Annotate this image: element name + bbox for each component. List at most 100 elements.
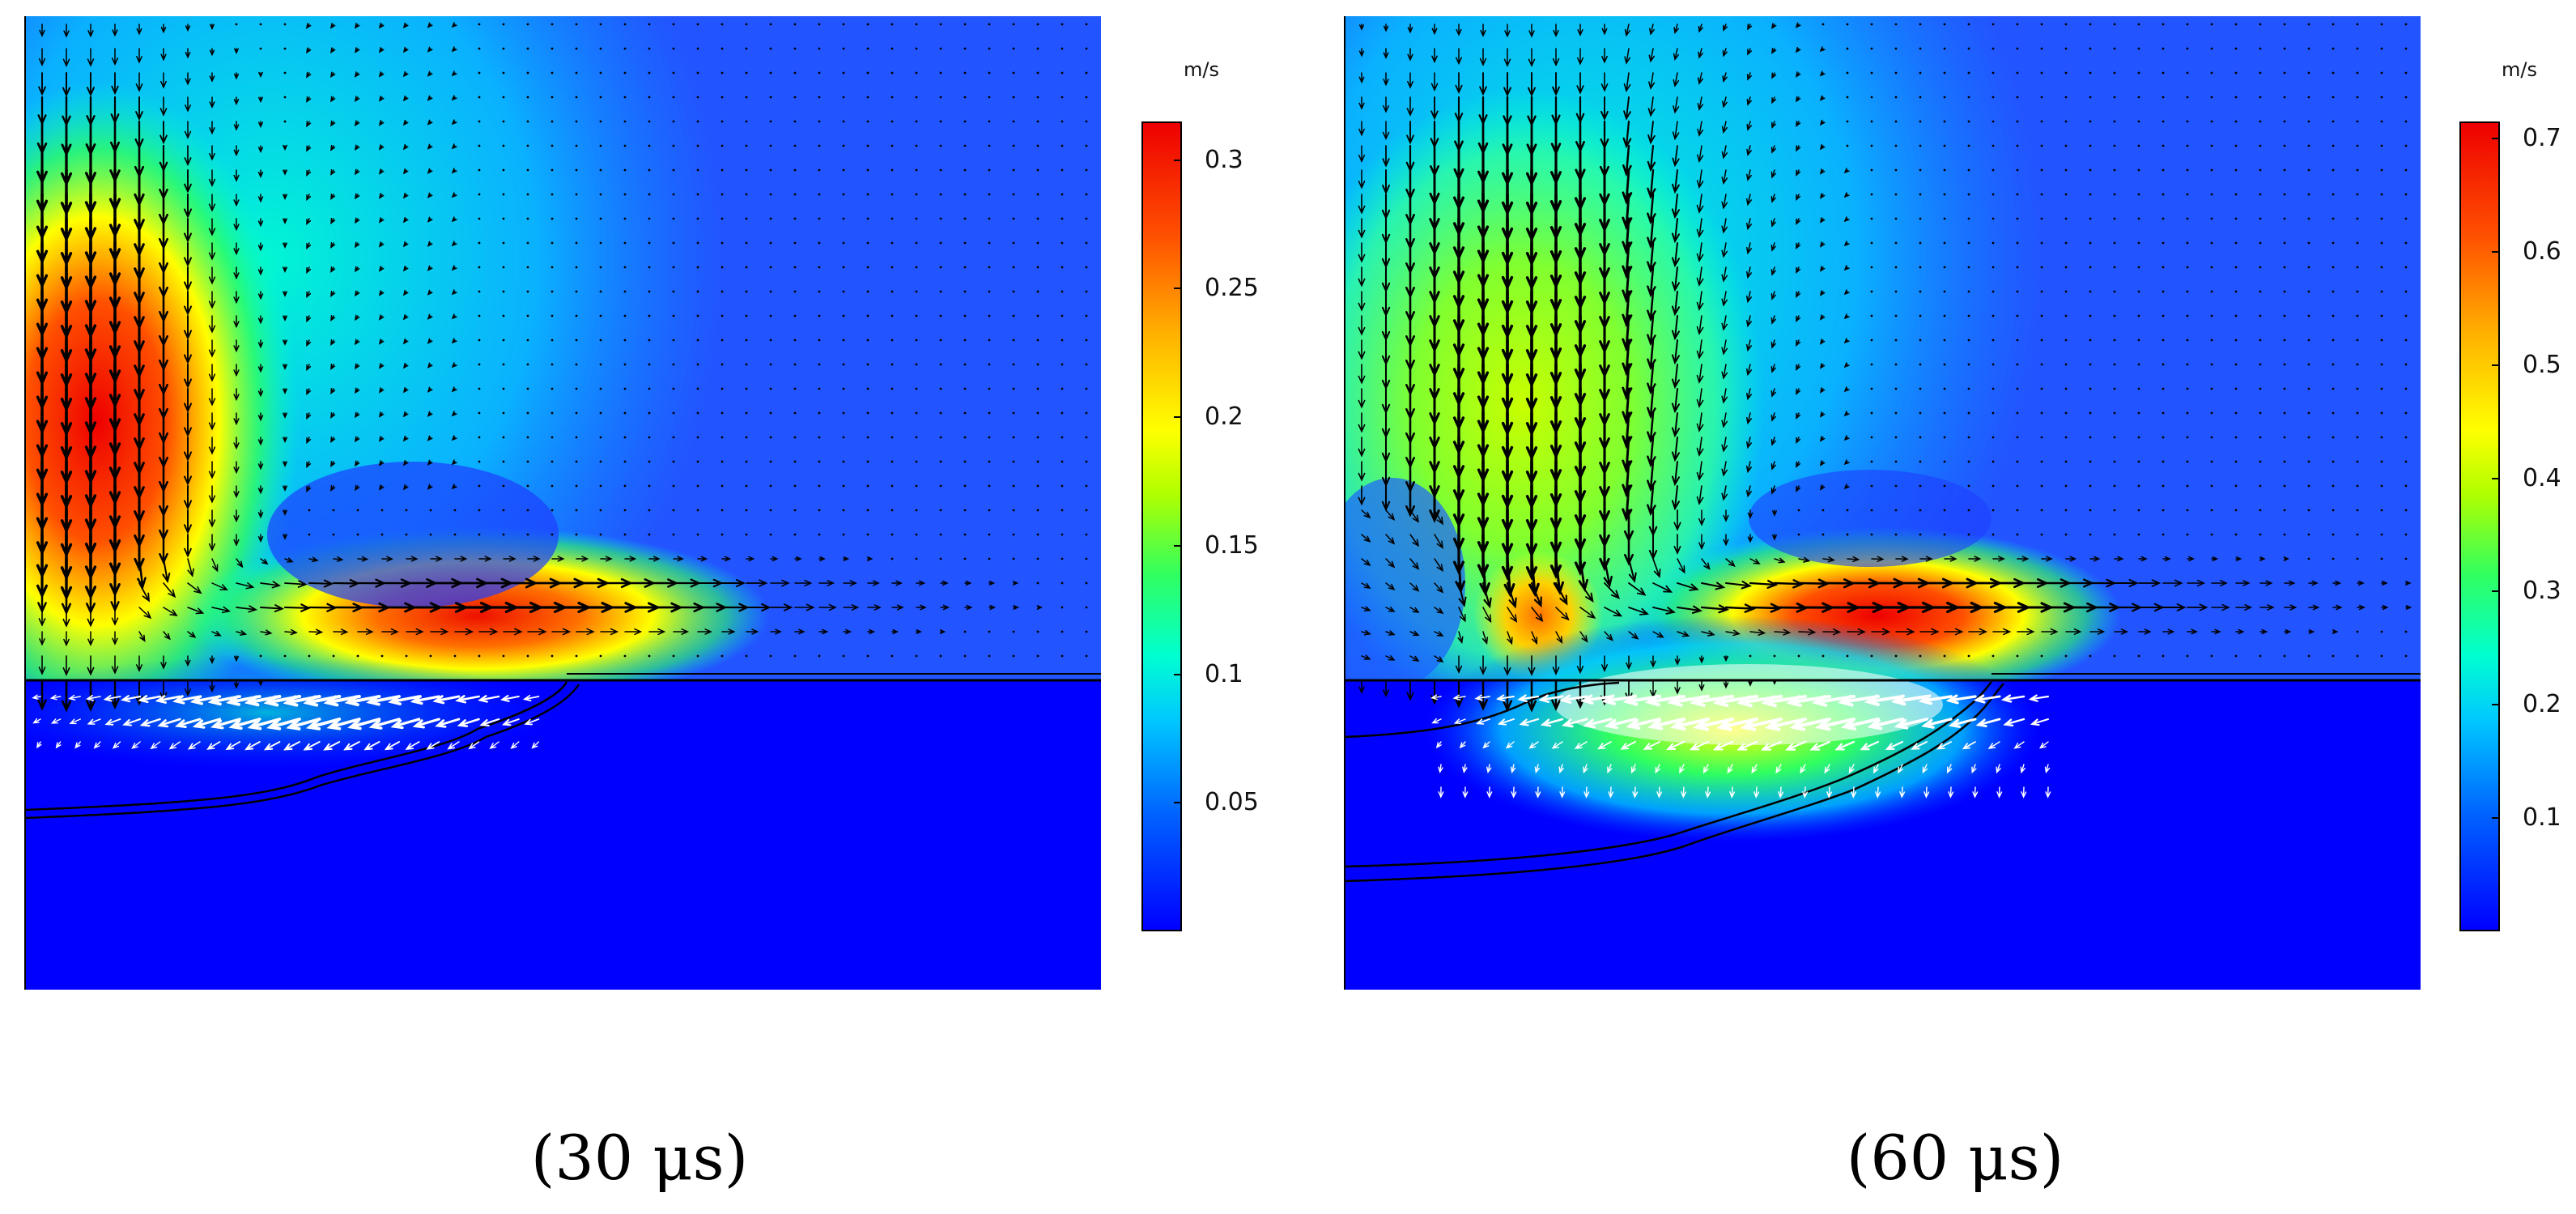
- velocity-arrow: [1723, 23, 1728, 32]
- velocity-arrow: [1552, 72, 1560, 96]
- velocity-arrow: [745, 290, 748, 293]
- velocity-arrow: [2113, 411, 2116, 415]
- velocity-arrow: [600, 628, 619, 636]
- velocity-arrow: [1528, 741, 1539, 749]
- velocity-arrow: [378, 47, 385, 53]
- velocity-arrow: [137, 557, 147, 590]
- velocity-arrow: [306, 388, 312, 396]
- velocity-arrow: [867, 604, 882, 611]
- velocity-arrow: [2283, 363, 2286, 366]
- velocity-arrow: [333, 628, 349, 636]
- velocity-arrow: [1085, 47, 1088, 50]
- velocity-arrow: [1898, 764, 1903, 774]
- caption-60us: (60 μs): [1846, 1122, 2064, 1194]
- velocity-arrow: [1409, 509, 1420, 523]
- velocity-arrow: [2404, 193, 2408, 196]
- velocity-arrow: [1894, 718, 1928, 730]
- velocity-arrow: [1672, 145, 1680, 168]
- velocity-arrow: [247, 718, 282, 731]
- velocity-arrow: [1647, 436, 1656, 468]
- velocity-arrow: [891, 580, 903, 586]
- velocity-arrow: [721, 460, 724, 463]
- velocity-arrow: [1671, 242, 1681, 268]
- velocity-arrow: [623, 411, 627, 415]
- velocity-arrow: [696, 144, 699, 147]
- velocity-arrow: [1085, 217, 1088, 220]
- velocity-arrow: [1943, 47, 1946, 50]
- velocity-arrow: [478, 144, 481, 147]
- velocity-arrow: [769, 241, 772, 245]
- velocity-arrow: [502, 339, 505, 342]
- velocity-arrow: [1943, 533, 1946, 536]
- velocity-arrow: [329, 23, 336, 29]
- velocity-arrow: [1967, 96, 1970, 99]
- velocity-arrow: [1385, 630, 1396, 636]
- velocity-arrow: [185, 48, 191, 59]
- velocity-arrow: [818, 533, 821, 536]
- velocity-arrow: [915, 144, 918, 147]
- velocity-arrow: [1407, 23, 1413, 34]
- velocity-arrow: [1696, 461, 1704, 481]
- velocity-arrow: [1697, 145, 1704, 163]
- velocity-arrow: [184, 437, 192, 462]
- velocity-arrow: [429, 654, 432, 658]
- velocity-arrow: [2356, 23, 2359, 26]
- velocity-arrow: [87, 72, 95, 97]
- velocity-arrow: [672, 679, 675, 682]
- velocity-arrow: [721, 290, 724, 293]
- velocity-arrow: [63, 631, 70, 647]
- velocity-arrow: [623, 387, 627, 390]
- velocity-arrow: [2332, 339, 2335, 342]
- velocity-arrow: [550, 509, 554, 512]
- velocity-arrow: [457, 718, 480, 727]
- velocity-arrow: [306, 339, 312, 347]
- velocity-arrow: [1012, 436, 1015, 439]
- velocity-arrow: [1677, 558, 1685, 574]
- velocity-arrow: [939, 654, 942, 658]
- colorbar-tickmark: [1174, 288, 1182, 290]
- velocity-arrow: [769, 654, 772, 658]
- velocity-arrow: [2162, 120, 2165, 123]
- velocity-arrow: [1795, 71, 1801, 78]
- velocity-arrow: [1358, 242, 1366, 263]
- velocity-arrow: [842, 484, 845, 488]
- velocity-arrow: [2404, 266, 2408, 269]
- velocity-arrow: [2000, 694, 2026, 703]
- velocity-arrow: [988, 339, 991, 342]
- velocity-arrow: [1462, 786, 1469, 799]
- velocity-arrow: [550, 217, 554, 220]
- velocity-arrow: [1967, 460, 1970, 463]
- velocity-arrow: [2380, 460, 2383, 463]
- velocity-arrow: [427, 411, 433, 417]
- colorbar-tick-label: 0.2: [2523, 690, 2561, 719]
- velocity-arrow: [2089, 679, 2092, 682]
- velocity-arrow: [623, 96, 627, 99]
- velocity-arrow: [1919, 628, 1940, 636]
- velocity-arrow: [1358, 339, 1366, 360]
- velocity-arrow: [1943, 241, 1946, 245]
- velocity-arrow: [1676, 605, 1703, 614]
- velocity-arrow: [866, 314, 869, 317]
- velocity-arrow: [233, 121, 240, 131]
- velocity-arrow: [402, 313, 409, 321]
- velocity-arrow: [2210, 533, 2213, 536]
- velocity-arrow: [283, 534, 287, 540]
- velocity-arrow: [1919, 436, 1922, 439]
- velocity-arrow: [745, 96, 748, 99]
- velocity-arrow: [2332, 266, 2335, 269]
- velocity-arrow: [283, 740, 301, 751]
- velocity-arrow: [1911, 741, 1928, 750]
- velocity-arrow: [163, 607, 178, 616]
- velocity-arrow: [402, 362, 409, 369]
- velocity-arrow: [1967, 387, 1970, 390]
- velocity-arrow: [769, 71, 772, 75]
- velocity-arrow: [1458, 607, 1466, 623]
- velocity-arrow: [1434, 607, 1444, 615]
- velocity-arrow: [208, 412, 216, 431]
- velocity-arrow: [891, 47, 894, 50]
- velocity-arrow: [2235, 603, 2253, 611]
- velocity-arrow: [2137, 96, 2140, 99]
- velocity-arrow: [208, 461, 216, 479]
- velocity-arrow: [2064, 120, 2068, 123]
- velocity-arrow: [2016, 120, 2019, 123]
